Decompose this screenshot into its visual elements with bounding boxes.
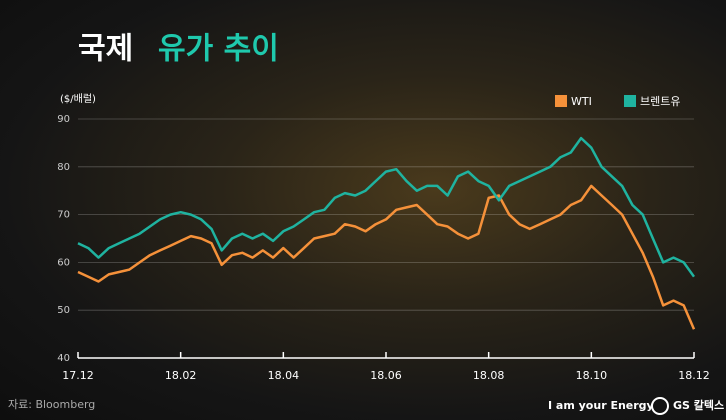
source: 자료: Bloomberg <box>8 398 95 411</box>
slogan: I am your Energy <box>548 399 654 412</box>
x-tick-label: 18.12 <box>678 369 710 382</box>
series-line <box>77 184 696 330</box>
x-tick-label: 18.04 <box>268 369 300 382</box>
x-tick-label: 18.08 <box>473 369 505 382</box>
logo <box>651 397 669 415</box>
x-tick-label: 18.10 <box>576 369 608 382</box>
chart-title: 국제 <box>78 32 133 67</box>
chart-title: 유가 추이 <box>158 32 279 67</box>
legend-label: WTI <box>571 95 592 108</box>
y-tick-label: 70 <box>57 210 70 221</box>
y-tick-label: 40 <box>57 353 70 364</box>
y-tick-label: 90 <box>57 114 70 125</box>
y-axis-label: ($/배럴) <box>60 92 96 105</box>
x-tick-label: 18.06 <box>370 369 402 382</box>
x-tick-label: 18.02 <box>165 369 197 382</box>
y-tick-label: 80 <box>57 162 70 173</box>
legend-swatch <box>624 95 636 107</box>
legend-swatch <box>555 95 567 107</box>
y-tick-label: 50 <box>57 305 70 316</box>
series-line <box>77 136 696 278</box>
y-tick-label: 60 <box>57 257 70 268</box>
brand: GS 칼텍스 <box>673 398 724 412</box>
legend-label: 브렌트유 <box>640 95 680 108</box>
x-tick-label: 17.12 <box>62 369 94 382</box>
